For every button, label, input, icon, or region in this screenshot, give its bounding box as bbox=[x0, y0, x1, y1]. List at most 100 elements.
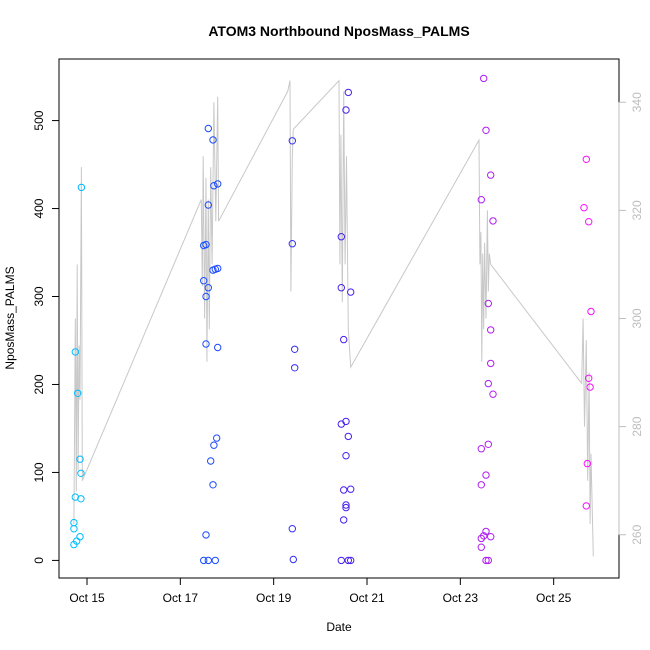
y-tick-label: 400 bbox=[32, 198, 46, 218]
data-point bbox=[214, 180, 222, 188]
data-point bbox=[209, 266, 217, 274]
right-y-axis: 260 280 300 320 340 bbox=[618, 92, 644, 545]
data-point bbox=[477, 534, 485, 543]
data-point bbox=[337, 284, 345, 292]
right-y-tick-label: 340 bbox=[630, 92, 644, 112]
data-point bbox=[209, 136, 217, 144]
series-line-layer bbox=[73, 79, 594, 557]
data-point bbox=[76, 455, 84, 463]
data-point bbox=[477, 543, 485, 551]
data-point bbox=[477, 445, 485, 453]
chart-title: ATOM3 Northbound NposMass_PALMS bbox=[208, 23, 469, 39]
data-point bbox=[487, 326, 495, 334]
data-point bbox=[214, 343, 222, 352]
data-point bbox=[200, 556, 208, 565]
data-point bbox=[210, 182, 218, 190]
data-point bbox=[347, 556, 355, 565]
data-point bbox=[288, 525, 296, 533]
data-point bbox=[489, 390, 497, 398]
y-tick-label: 500 bbox=[32, 110, 46, 130]
data-point bbox=[337, 556, 345, 565]
data-point bbox=[586, 383, 594, 391]
data-point bbox=[484, 299, 492, 308]
right-y-tick-label: 300 bbox=[630, 308, 644, 328]
points-layer bbox=[70, 74, 595, 565]
data-point bbox=[477, 481, 485, 489]
data-point bbox=[204, 556, 213, 565]
data-point bbox=[347, 485, 355, 493]
data-point bbox=[202, 340, 210, 348]
y-tick-label: 100 bbox=[32, 462, 46, 482]
data-point bbox=[582, 502, 590, 510]
data-point bbox=[288, 240, 296, 248]
y-axis-label: NposMass_PALMS bbox=[3, 266, 17, 369]
x-tick-label: Oct 15 bbox=[69, 591, 105, 605]
data-point bbox=[347, 288, 355, 296]
data-point bbox=[204, 124, 213, 133]
data-point bbox=[582, 155, 590, 164]
data-point bbox=[77, 469, 85, 477]
data-point bbox=[344, 556, 352, 565]
data-point bbox=[477, 196, 485, 204]
data-point bbox=[74, 389, 82, 397]
data-point bbox=[487, 533, 495, 541]
data-point bbox=[484, 440, 492, 448]
data-point bbox=[289, 555, 297, 564]
y-axis: 0 100 200 300 400 500 bbox=[32, 110, 60, 564]
x-tick-label: Oct 19 bbox=[256, 591, 292, 605]
data-point bbox=[583, 459, 591, 468]
data-point bbox=[340, 335, 348, 344]
series-line bbox=[73, 79, 594, 557]
data-point bbox=[480, 74, 488, 83]
data-point bbox=[482, 556, 490, 565]
right-y-tick-label: 320 bbox=[630, 200, 644, 220]
data-point bbox=[344, 432, 352, 441]
y-tick-label: 0 bbox=[32, 557, 46, 564]
data-point bbox=[482, 126, 490, 135]
x-tick-label: Oct 25 bbox=[536, 591, 572, 605]
data-point bbox=[482, 471, 490, 479]
data-point bbox=[337, 233, 345, 241]
x-tick-label: Oct 21 bbox=[349, 591, 385, 605]
data-point bbox=[489, 217, 497, 225]
y-tick-label: 200 bbox=[32, 374, 46, 394]
y-tick-label: 300 bbox=[32, 286, 46, 306]
data-point bbox=[480, 532, 488, 540]
data-point bbox=[487, 171, 495, 179]
data-point bbox=[213, 434, 221, 442]
data-point bbox=[200, 277, 208, 285]
data-point bbox=[204, 284, 213, 292]
data-point bbox=[71, 493, 80, 501]
data-point bbox=[344, 88, 352, 97]
data-point bbox=[291, 345, 299, 353]
data-point bbox=[211, 556, 220, 565]
data-point bbox=[487, 359, 495, 368]
data-point bbox=[585, 374, 593, 382]
x-tick-label: Oct 23 bbox=[443, 591, 479, 605]
data-point bbox=[202, 292, 210, 301]
data-point bbox=[207, 457, 215, 465]
data-point bbox=[77, 183, 86, 192]
data-point bbox=[340, 486, 348, 494]
data-point bbox=[482, 527, 490, 536]
data-point bbox=[342, 503, 350, 512]
data-point bbox=[342, 106, 350, 114]
data-point bbox=[202, 240, 210, 249]
data-point bbox=[204, 201, 213, 209]
data-point bbox=[70, 540, 78, 549]
right-y-tick-label: 280 bbox=[630, 416, 644, 436]
data-point bbox=[484, 556, 492, 565]
data-point bbox=[209, 481, 217, 489]
data-point bbox=[484, 379, 492, 388]
data-point bbox=[337, 420, 345, 428]
x-axis: Oct 15 Oct 17 Oct 19 Oct 21 Oct 23 Oct 25 bbox=[69, 577, 572, 605]
data-point bbox=[76, 533, 84, 541]
data-point bbox=[71, 348, 80, 356]
data-point bbox=[70, 525, 78, 533]
x-axis-label: Date bbox=[326, 620, 352, 634]
data-point bbox=[587, 307, 595, 316]
data-point bbox=[210, 441, 218, 449]
data-point bbox=[342, 452, 350, 460]
data-point bbox=[291, 364, 299, 372]
